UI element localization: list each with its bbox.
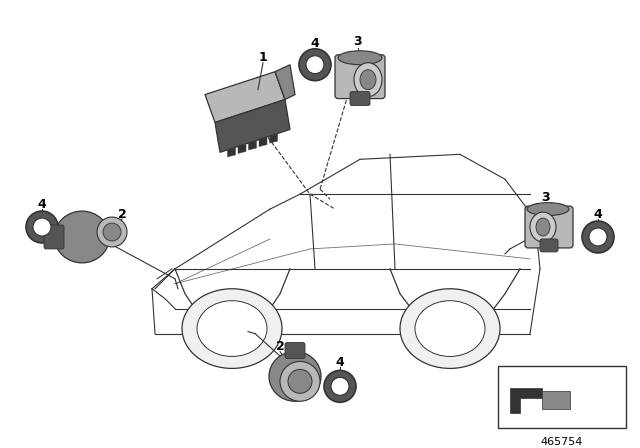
Polygon shape <box>238 144 246 153</box>
Text: 2: 2 <box>276 340 284 353</box>
Ellipse shape <box>306 56 324 73</box>
Ellipse shape <box>54 211 109 263</box>
Text: 2: 2 <box>118 207 126 220</box>
Text: 4: 4 <box>335 356 344 369</box>
Ellipse shape <box>324 370 356 402</box>
Ellipse shape <box>530 212 556 242</box>
Ellipse shape <box>280 362 320 401</box>
Ellipse shape <box>103 223 121 241</box>
Polygon shape <box>510 388 542 413</box>
Bar <box>498 366 626 428</box>
Ellipse shape <box>589 228 607 246</box>
Ellipse shape <box>338 51 382 65</box>
Ellipse shape <box>269 352 321 401</box>
Ellipse shape <box>299 49 331 81</box>
Ellipse shape <box>33 218 51 236</box>
FancyBboxPatch shape <box>350 91 370 106</box>
FancyBboxPatch shape <box>525 206 573 248</box>
Ellipse shape <box>331 377 349 395</box>
Text: 465754: 465754 <box>541 437 583 447</box>
Ellipse shape <box>536 218 550 236</box>
Polygon shape <box>248 141 257 150</box>
Ellipse shape <box>97 217 127 247</box>
Text: 3: 3 <box>541 191 549 204</box>
Polygon shape <box>215 99 290 152</box>
Polygon shape <box>205 72 285 122</box>
FancyBboxPatch shape <box>285 343 305 358</box>
Text: 3: 3 <box>354 35 362 48</box>
Polygon shape <box>275 65 295 99</box>
FancyBboxPatch shape <box>335 55 385 99</box>
Ellipse shape <box>415 301 485 357</box>
Polygon shape <box>259 138 267 146</box>
Bar <box>542 391 570 409</box>
Ellipse shape <box>182 289 282 368</box>
FancyBboxPatch shape <box>540 239 558 252</box>
Text: 1: 1 <box>259 51 268 64</box>
FancyBboxPatch shape <box>44 225 64 249</box>
Text: 4: 4 <box>310 37 319 50</box>
Ellipse shape <box>527 202 569 215</box>
Text: 4: 4 <box>594 207 602 220</box>
Ellipse shape <box>197 301 267 357</box>
Ellipse shape <box>354 63 382 97</box>
Polygon shape <box>269 134 278 143</box>
Ellipse shape <box>400 289 500 368</box>
Text: 4: 4 <box>38 198 46 211</box>
Ellipse shape <box>582 221 614 253</box>
Ellipse shape <box>360 70 376 90</box>
Polygon shape <box>227 148 236 157</box>
Ellipse shape <box>26 211 58 243</box>
Ellipse shape <box>288 370 312 393</box>
